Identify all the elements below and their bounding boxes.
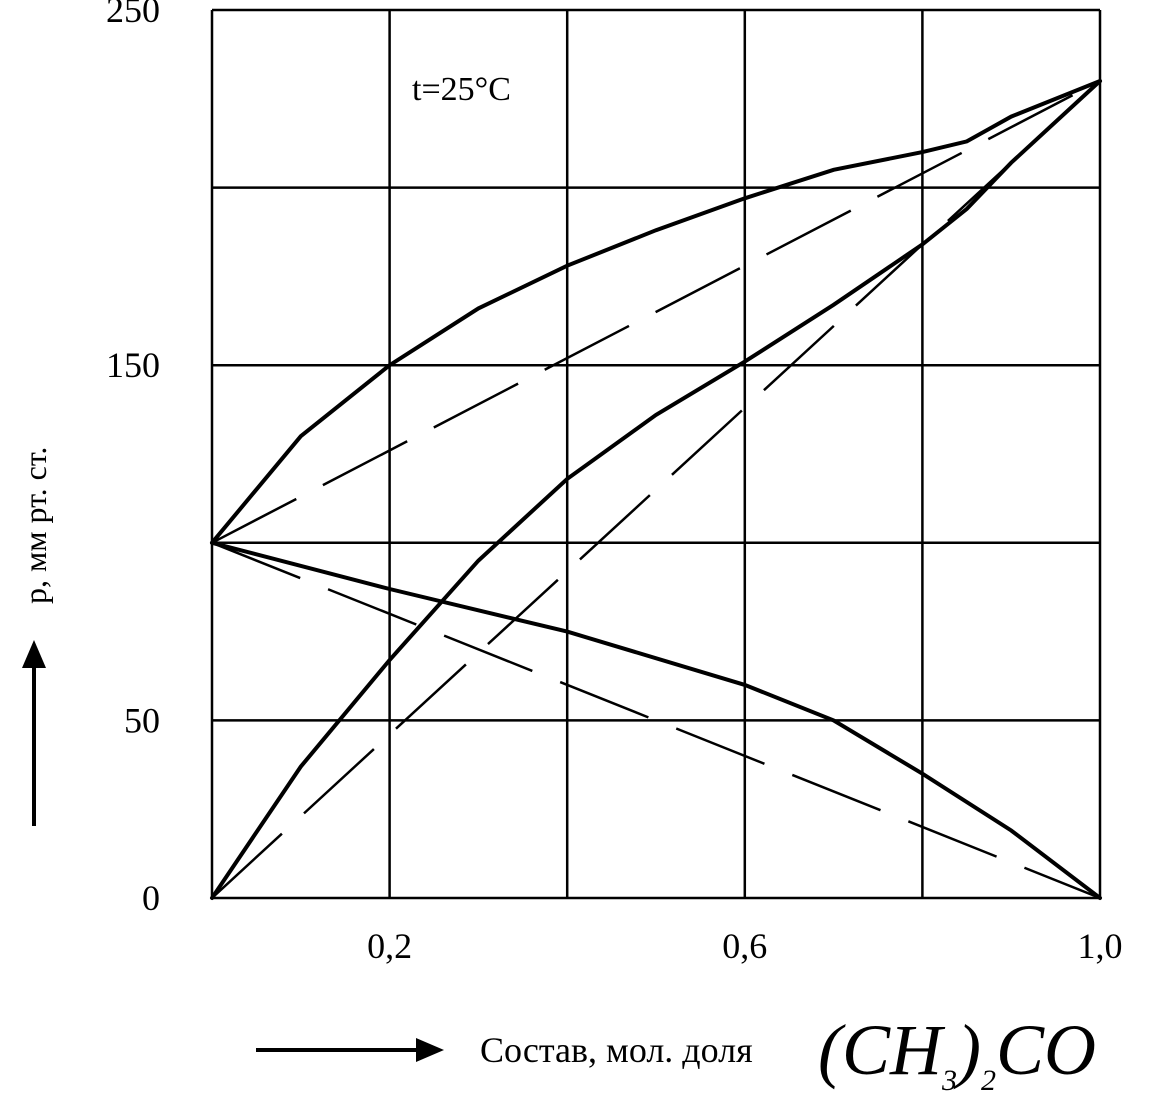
x-axis-arrow-icon bbox=[416, 1038, 444, 1062]
series-line-2-solid bbox=[210, 540, 1102, 900]
y-tick-label-2: 150 bbox=[106, 345, 160, 385]
x-axis-label: Состав, мол. доля bbox=[480, 1030, 753, 1070]
y-axis-label-group: p, мм рт. ст. bbox=[17, 447, 53, 826]
series-line-0-solid bbox=[210, 79, 1102, 545]
tick-labels: 0,2 0,6 1,0 0 50 150 250 bbox=[106, 0, 1123, 966]
series-line-1-solid bbox=[210, 79, 1102, 900]
x-tick-label-1: 0,6 bbox=[722, 926, 767, 966]
y-axis-arrow-icon bbox=[22, 640, 46, 668]
series-line-4-dashed bbox=[211, 80, 1101, 899]
series-lines bbox=[210, 79, 1102, 900]
x-tick-label-0: 0,2 bbox=[367, 926, 412, 966]
formula-sub2: 2 bbox=[981, 1064, 996, 1097]
y-tick-label-3: 250 bbox=[106, 0, 160, 30]
formula-open: (CH bbox=[818, 1010, 946, 1090]
temperature-annotation: t=25°C bbox=[412, 71, 511, 108]
x-tick-label-2: 1,0 bbox=[1078, 926, 1123, 966]
formula-tail: CO bbox=[996, 1010, 1096, 1090]
x-axis-label-group: Состав, мол. доля (CH3)2CO bbox=[256, 1010, 1096, 1097]
formula-sub1: 3 bbox=[941, 1064, 957, 1097]
grid bbox=[210, 8, 1102, 900]
y-tick-label-1: 50 bbox=[124, 700, 160, 740]
series-line-3-dashed bbox=[211, 79, 1101, 544]
y-axis-label: p, мм рт. ст. bbox=[17, 447, 53, 604]
formula-close: ) bbox=[953, 1010, 981, 1090]
y-tick-label-0: 0 bbox=[142, 878, 160, 918]
x-axis-formula: (CH3)2CO bbox=[818, 1010, 1096, 1097]
series-line-5-dashed bbox=[211, 541, 1101, 900]
